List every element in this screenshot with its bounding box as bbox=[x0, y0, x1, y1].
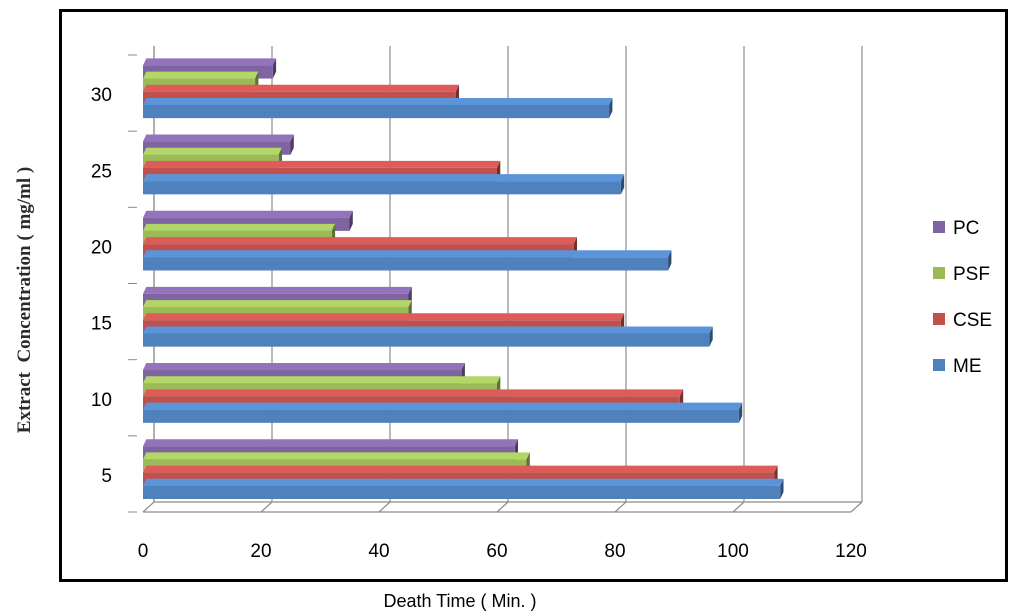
y-tick-label: 5 bbox=[101, 466, 112, 487]
bar-top-face bbox=[143, 363, 465, 371]
y-tick-label: 25 bbox=[91, 161, 112, 182]
legend-label: CSE bbox=[953, 310, 992, 331]
floor-edge bbox=[614, 501, 627, 513]
bar-top-face bbox=[143, 402, 743, 410]
bar-end-face bbox=[620, 174, 625, 195]
x-tick-label: 40 bbox=[368, 541, 389, 562]
bar-top-face bbox=[143, 452, 530, 460]
bar-top-face bbox=[143, 286, 412, 294]
legend-swatch bbox=[933, 313, 945, 325]
y-axis-label-text: Extract Concentration ( mg/ml ) bbox=[14, 167, 35, 433]
x-tick-label: 60 bbox=[486, 541, 507, 562]
bar-front-face bbox=[143, 181, 621, 195]
bar-top-face bbox=[143, 313, 625, 321]
x-tick-label: 120 bbox=[835, 541, 867, 562]
legend-label: PSF bbox=[953, 264, 990, 285]
bar-top-face bbox=[143, 389, 684, 397]
bar-end-face bbox=[272, 58, 277, 79]
legend-item-pc: PC bbox=[933, 218, 979, 239]
bar-top-face bbox=[143, 71, 259, 79]
floor-edge bbox=[378, 501, 391, 513]
bar-end-face bbox=[349, 210, 353, 231]
bar-end-face bbox=[780, 478, 784, 499]
legend: PC PSF CSE ME bbox=[933, 218, 992, 377]
x-axis-label: Death Time ( Min. ) bbox=[383, 591, 537, 611]
axes bbox=[128, 46, 863, 513]
y-tick-label: 20 bbox=[91, 237, 112, 258]
bar-top-face bbox=[143, 134, 294, 142]
legend-swatch bbox=[933, 221, 945, 233]
bar-end-face bbox=[738, 402, 743, 423]
y-tick-label: 10 bbox=[91, 390, 112, 411]
bar-end-face bbox=[709, 326, 713, 347]
y-tick-labels: 5 10 15 20 25 30 bbox=[91, 85, 112, 487]
floor-edge bbox=[142, 501, 155, 513]
bar-front-face bbox=[143, 333, 710, 347]
bar-me-10 bbox=[143, 402, 743, 423]
floor-edge bbox=[850, 501, 863, 513]
legend-item-cse: CSE bbox=[933, 310, 992, 331]
bar-top-face bbox=[143, 223, 336, 231]
floor-edge bbox=[496, 501, 509, 513]
bar-top-face bbox=[143, 97, 613, 105]
bar-top-face bbox=[143, 210, 353, 218]
bar-top-face bbox=[143, 160, 501, 168]
bar-top-face bbox=[143, 84, 459, 92]
y-tick-label: 15 bbox=[91, 314, 112, 335]
bar-end-face bbox=[290, 134, 294, 155]
bar-me-25 bbox=[143, 174, 625, 195]
legend-item-me: ME bbox=[933, 356, 982, 377]
bar-me-5 bbox=[143, 478, 784, 499]
bar-front-face bbox=[143, 257, 669, 271]
bar-top-face bbox=[143, 326, 713, 334]
x-tick-label: 20 bbox=[250, 541, 271, 562]
legend-swatch bbox=[933, 359, 945, 371]
legend-label: PC bbox=[953, 218, 979, 239]
bar-top-face bbox=[143, 237, 577, 245]
bar-top-face bbox=[143, 300, 412, 308]
bar-top-face bbox=[143, 58, 277, 66]
bar-top-face bbox=[143, 478, 784, 486]
bar-end-face bbox=[609, 97, 613, 119]
x-tick-label: 80 bbox=[604, 541, 625, 562]
bar-end-face bbox=[668, 250, 672, 271]
y-axis-label: Extract Concentration ( mg/ml ) bbox=[14, 167, 35, 433]
chart-frame bbox=[59, 9, 1008, 582]
legend-swatch bbox=[933, 267, 945, 279]
x-tick-label: 100 bbox=[717, 541, 749, 562]
bar-top-face bbox=[143, 465, 778, 473]
legend-item-psf: PSF bbox=[933, 264, 990, 285]
legend-label: ME bbox=[953, 356, 982, 377]
bar-top-face bbox=[143, 250, 672, 258]
bar-top-face bbox=[143, 376, 501, 384]
bar-front-face bbox=[143, 104, 610, 119]
bar-me-30 bbox=[143, 97, 613, 119]
bar-top-face bbox=[143, 174, 625, 182]
bar-front-face bbox=[143, 409, 739, 423]
floor-edge bbox=[260, 501, 273, 513]
bars bbox=[143, 58, 784, 499]
x-tick-labels: 0 20 40 60 80 100 120 bbox=[138, 541, 867, 562]
bar-top-face bbox=[143, 147, 282, 155]
bar-me-15 bbox=[143, 326, 713, 347]
bar-me-20 bbox=[143, 250, 672, 271]
y-tick-label: 30 bbox=[91, 85, 112, 106]
floor-edge bbox=[732, 501, 745, 513]
x-tick-label: 0 bbox=[138, 541, 149, 562]
bar-front-face bbox=[143, 485, 781, 499]
bar-top-face bbox=[143, 439, 518, 447]
